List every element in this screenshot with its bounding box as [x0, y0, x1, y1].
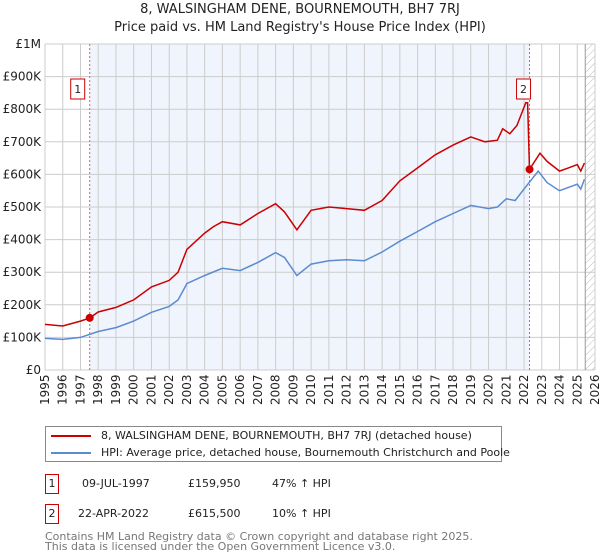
y-tick-label: £400K	[3, 233, 43, 247]
hpi-line	[44, 169, 586, 341]
transaction-row: 2 22-APR-2022 £615,500 10% ↑ HPI	[45, 504, 445, 524]
y-tick-label: £500K	[3, 200, 43, 214]
sale-label: 2	[520, 83, 527, 96]
x-tick-label: 1998	[91, 374, 105, 405]
legend-swatch-hpi	[51, 452, 91, 454]
transaction-hpi: 47% ↑ HPI	[272, 477, 331, 490]
y-tick-label: £1M	[15, 37, 41, 51]
x-tick-label: 2024	[553, 374, 567, 405]
x-tick-label: 2025	[570, 374, 584, 405]
x-tick-label: 2008	[269, 374, 283, 405]
transaction-date: 09-JUL-1997	[82, 477, 150, 490]
x-tick-label: 2020	[482, 374, 496, 405]
x-tick-label: 2013	[357, 374, 371, 405]
x-tick-label: 2021	[499, 374, 513, 405]
legend-swatch-property	[51, 435, 91, 437]
x-tick-label: 2006	[233, 374, 247, 405]
x-tick-label: 2004	[198, 374, 212, 405]
x-tick-label: 2012	[340, 374, 354, 405]
x-tick-label: 2005	[215, 374, 229, 405]
sale-label-box	[516, 78, 532, 100]
transaction-row: 1 09-JUL-1997 £159,950 47% ↑ HPI	[45, 474, 445, 494]
y-tick-label: £800K	[3, 102, 43, 116]
x-tick-label: 2002	[162, 374, 176, 405]
x-tick-label: 1999	[109, 374, 123, 405]
sale-label: 1	[74, 83, 81, 96]
legend-label-hpi: HPI: Average price, detached house, Bour…	[101, 446, 510, 459]
y-tick-label: £900K	[3, 70, 43, 84]
x-tick-label: 1995	[38, 374, 52, 405]
y-tick-label: £700K	[3, 135, 43, 149]
x-tick-label: 2001	[144, 374, 158, 405]
x-tick-label: 2014	[375, 374, 389, 405]
transaction-price: £615,500	[188, 507, 241, 520]
x-tick-label: 2018	[446, 374, 460, 405]
x-tick-label: 1997	[73, 374, 87, 405]
footer: Contains HM Land Registry data © Crown c…	[45, 530, 473, 553]
property-price-line	[44, 101, 586, 327]
transaction-price: £159,950	[188, 477, 241, 490]
legend-label-property: 8, WALSINGHAM DENE, BOURNEMOUTH, BH7 7RJ…	[101, 429, 472, 442]
x-tick-label: 1996	[56, 374, 70, 405]
x-tick-label: 2016	[411, 374, 425, 405]
sale-point	[525, 165, 534, 174]
x-tick-label: 2007	[251, 374, 265, 405]
footer-copyright: Contains HM Land Registry data © Crown c…	[45, 530, 473, 543]
chart-subtitle: Price paid vs. HM Land Registry's House …	[114, 20, 486, 35]
y-tick-label: £600K	[3, 167, 43, 181]
y-tick-label: £300K	[3, 265, 43, 279]
x-tick-label: 2022	[517, 374, 531, 405]
x-tick-label: 2009	[286, 374, 300, 405]
transaction-date: 22-APR-2022	[78, 507, 150, 520]
price-chart: 1995 1996 1997 1998 1999 2000 2001 2002 2003 2004…	[3, 37, 600, 405]
footer-licence: This data is licensed under the Open Gov…	[45, 540, 396, 553]
x-tick-label: 2000	[127, 374, 141, 405]
transaction-marker: 2	[45, 504, 59, 524]
x-tick-label: 2011	[322, 374, 336, 405]
transaction-marker: 1	[45, 474, 59, 494]
x-tick-label: 2017	[428, 374, 442, 405]
x-tick-label: 2010	[304, 374, 318, 405]
x-tick-label: 2023	[535, 374, 549, 405]
y-tick-label: £200K	[3, 298, 43, 312]
y-tick-label: £100K	[3, 330, 43, 344]
x-tick-label: 2026	[588, 374, 600, 405]
legend: 8, WALSINGHAM DENE, BOURNEMOUTH, BH7 7RJ…	[45, 426, 510, 462]
sale-point	[85, 313, 94, 322]
sale-label-box	[70, 78, 86, 100]
x-tick-label: 2019	[464, 374, 478, 405]
transaction-hpi: 10% ↑ HPI	[272, 507, 331, 520]
chart-title: 8, WALSINGHAM DENE, BOURNEMOUTH, BH7 7RJ	[140, 2, 460, 17]
x-tick-label: 2003	[180, 374, 194, 405]
y-tick-label: £0	[26, 363, 41, 377]
x-tick-label: 2015	[393, 374, 407, 405]
